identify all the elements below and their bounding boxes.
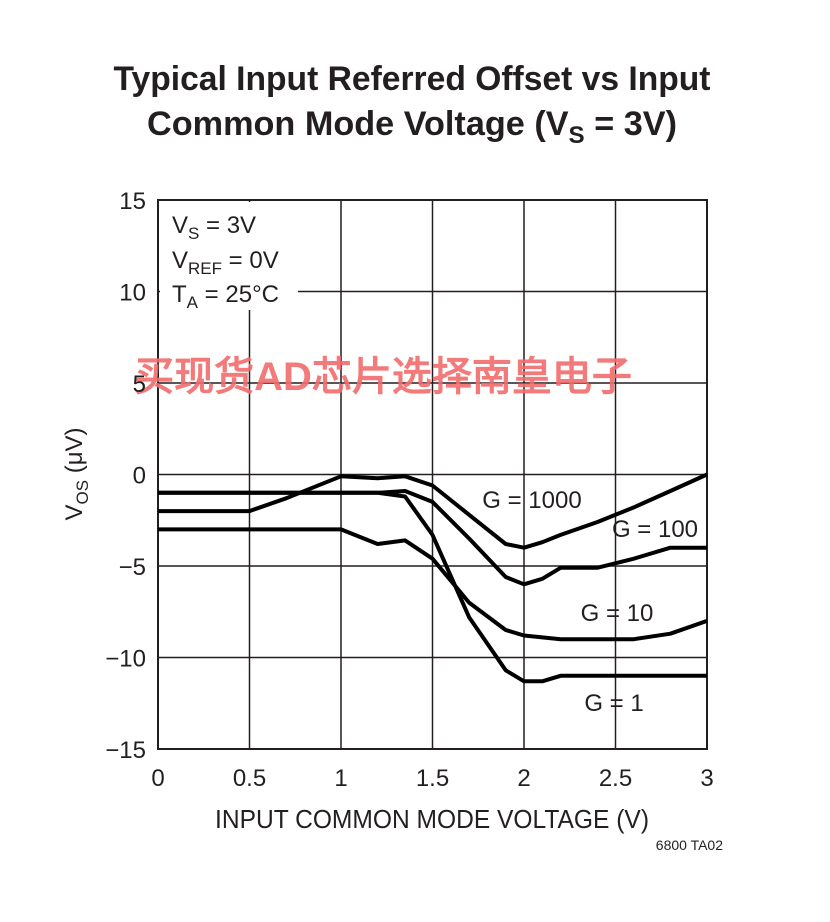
annotation-text: V [172, 212, 188, 239]
watermark: 买现货AD芯片选择南皇电子 [134, 355, 632, 399]
series-line [158, 490, 707, 684]
x-axis-label: INPUT COMMON MODE VOLTAGE (V) [215, 804, 649, 834]
annotation: TA = 25°C [172, 281, 279, 312]
annotation-text: REF [188, 259, 222, 278]
series-line [158, 472, 708, 550]
x-tick-label: 1 [334, 765, 347, 792]
chart-title: Typical Input Referred Offset vs Input [114, 60, 711, 98]
title-text: S [569, 122, 585, 149]
y-axis-label-text: (μV) [61, 427, 88, 480]
title-text: = 3V) [585, 105, 677, 143]
annotation-text: = 0V [222, 247, 279, 274]
y-axis-label: VOS (μV) [61, 427, 92, 520]
y-tick-label: −5 [119, 554, 146, 581]
x-tick-label: 1.5 [416, 765, 449, 792]
x-tick-label: 3 [700, 765, 713, 792]
y-tick-label: 5 [133, 371, 146, 398]
footnote: 6800 TA02 [656, 837, 723, 853]
chart-title: Common Mode Voltage (V S = 3V) [147, 105, 677, 149]
x-tick-label: 0 [151, 765, 164, 792]
y-tick-label: 10 [119, 280, 146, 307]
series-label: G = 100 [612, 516, 698, 543]
annotation-text: V [172, 247, 188, 274]
annotation-box [160, 202, 298, 310]
x-tick-label: 0.5 [233, 765, 266, 792]
y-tick-label: 0 [133, 463, 146, 490]
series-label: G = 1 [584, 690, 643, 717]
annotation-text: = 3V [199, 212, 256, 239]
y-tick-label: −10 [105, 646, 146, 673]
x-tick-label: 2 [517, 765, 530, 792]
y-tick-label: 15 [119, 188, 146, 215]
series-line [158, 527, 708, 642]
annotation-text: T [172, 281, 187, 308]
annotation: VS = 3V [172, 212, 256, 243]
y-tick-label: −15 [105, 737, 146, 764]
series-label: G = 1000 [482, 487, 581, 514]
y-axis-label-text: V [61, 505, 88, 521]
series-label: G = 10 [581, 600, 654, 627]
annotation-text: = 25°C [198, 281, 279, 308]
annotation-text: S [188, 224, 199, 243]
title-text: Common Mode Voltage (V [147, 105, 569, 143]
annotation-text: A [187, 293, 199, 312]
x-tick-label: 2.5 [599, 765, 632, 792]
y-axis-label-text: OS [73, 480, 92, 505]
annotation: VREF = 0V [172, 247, 279, 278]
title-text: Typical Input Referred Offset vs Input [114, 60, 711, 98]
